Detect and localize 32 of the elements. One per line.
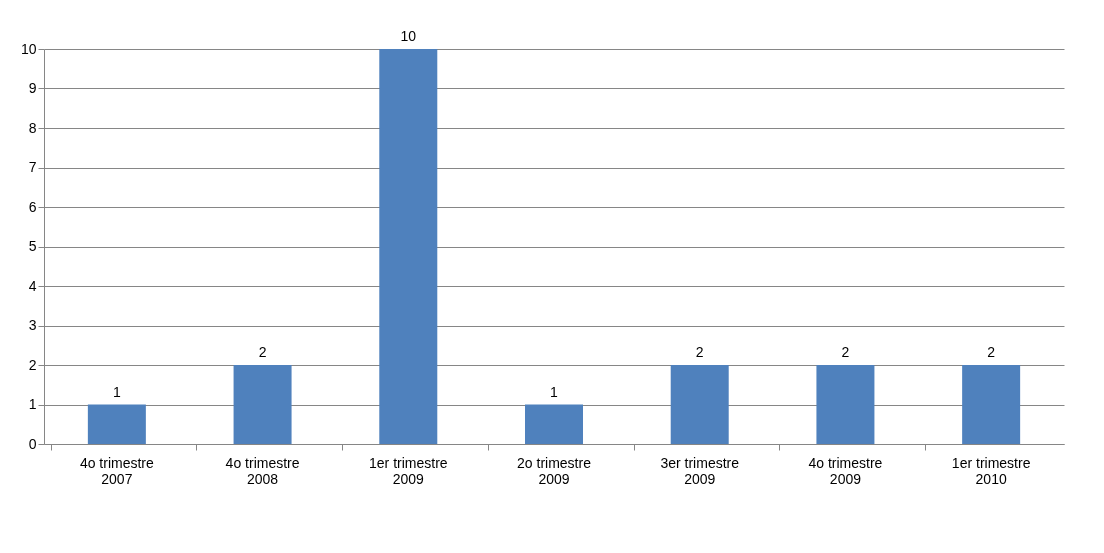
y-tick-label: 3 bbox=[28, 317, 37, 333]
data-label: 2 bbox=[987, 344, 996, 360]
bar bbox=[816, 365, 875, 444]
data-label: 2 bbox=[841, 344, 850, 360]
bar bbox=[670, 365, 729, 444]
y-tick-label: 8 bbox=[28, 119, 37, 136]
bar bbox=[525, 404, 583, 444]
x-tick-label: 4o trimestre 2008 bbox=[225, 454, 300, 487]
y-tick-label: 4 bbox=[28, 277, 37, 294]
y-tick-label: 0 bbox=[28, 435, 37, 452]
y-tick-label: 1 bbox=[28, 396, 37, 412]
y-tick-label: 6 bbox=[28, 198, 37, 215]
data-label: 2 bbox=[695, 344, 704, 360]
x-tick-label: 1er trimestre 2009 bbox=[369, 454, 448, 487]
data-label: 1 bbox=[112, 383, 121, 400]
x-tick-label: 4o trimestre 2009 bbox=[808, 454, 883, 487]
x-tick-label: 1er trimestre 2010 bbox=[951, 454, 1031, 487]
y-tick-label: 9 bbox=[28, 80, 37, 96]
bar bbox=[379, 49, 438, 444]
x-tick-label: 3er trimestre 2009 bbox=[660, 454, 740, 487]
y-tick-label: 7 bbox=[28, 159, 37, 175]
x-tick-label: 4o trimestre 2007 bbox=[79, 454, 155, 487]
x-tick-label: 2o trimestre 2009 bbox=[517, 454, 592, 487]
y-tick-label: 5 bbox=[28, 238, 37, 254]
y-tick-label: 10 bbox=[20, 40, 37, 57]
bar bbox=[233, 365, 292, 444]
bar bbox=[962, 365, 1021, 444]
data-label: 1 bbox=[550, 383, 559, 400]
data-label: 2 bbox=[258, 344, 267, 360]
bar bbox=[87, 404, 146, 444]
data-label: 10 bbox=[400, 28, 417, 44]
y-tick-label: 2 bbox=[28, 356, 37, 373]
